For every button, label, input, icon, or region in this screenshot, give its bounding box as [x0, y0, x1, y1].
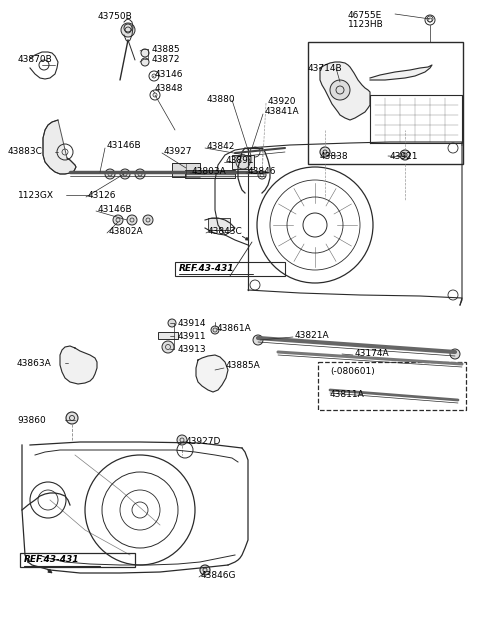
Text: 43846: 43846 [248, 167, 276, 176]
Circle shape [330, 80, 350, 100]
Text: 43872: 43872 [152, 55, 180, 64]
Polygon shape [320, 62, 370, 120]
Circle shape [236, 155, 250, 169]
Bar [20, 553, 135, 567]
Bar [185, 170, 235, 178]
Circle shape [113, 215, 123, 225]
Text: 43920: 43920 [268, 97, 297, 106]
Text: REF.43-431: REF.43-431 [24, 555, 80, 564]
Circle shape [105, 169, 115, 179]
Polygon shape [196, 355, 228, 392]
Text: 43811A: 43811A [330, 390, 365, 399]
Text: 93860: 93860 [17, 416, 46, 425]
Bar [175, 262, 285, 276]
Text: 43861A: 43861A [217, 324, 252, 333]
Circle shape [177, 435, 187, 445]
Text: 1123GX: 1123GX [18, 191, 54, 200]
Text: 43885A: 43885A [226, 361, 261, 370]
Text: 43885: 43885 [152, 45, 180, 54]
Circle shape [211, 326, 219, 334]
Text: REF.43-431: REF.43-431 [179, 264, 235, 273]
Bar [158, 332, 178, 339]
Polygon shape [43, 120, 76, 174]
Text: 43821A: 43821A [295, 331, 330, 340]
Text: 43848: 43848 [155, 84, 183, 93]
Text: 43841A: 43841A [265, 107, 300, 116]
Polygon shape [370, 65, 432, 80]
Circle shape [66, 412, 78, 424]
Circle shape [120, 169, 130, 179]
Circle shape [141, 58, 149, 66]
Text: 43126: 43126 [88, 191, 117, 200]
Text: 46755E: 46755E [348, 11, 382, 20]
Circle shape [320, 147, 330, 157]
Text: 43927D: 43927D [186, 437, 221, 446]
Text: 43891: 43891 [226, 156, 254, 165]
Text: 43880: 43880 [207, 95, 236, 104]
Text: 43803A: 43803A [192, 167, 227, 176]
Circle shape [121, 23, 135, 37]
Circle shape [200, 565, 210, 575]
Text: 43146B: 43146B [98, 205, 132, 214]
Circle shape [162, 341, 174, 353]
Text: 43146B: 43146B [107, 141, 142, 150]
Bar [172, 163, 200, 177]
Text: 43802A: 43802A [109, 227, 144, 236]
Text: (-080601): (-080601) [330, 367, 375, 376]
Text: 43714B: 43714B [308, 64, 343, 73]
Circle shape [450, 349, 460, 359]
Circle shape [400, 150, 410, 160]
Text: 43883C: 43883C [8, 147, 43, 156]
Circle shape [168, 319, 176, 327]
Text: 43838: 43838 [320, 152, 348, 161]
Text: 43870B: 43870B [18, 55, 53, 64]
Text: 43913: 43913 [178, 345, 206, 354]
Circle shape [127, 215, 137, 225]
Text: 43750B: 43750B [98, 12, 133, 21]
Text: 43911: 43911 [178, 332, 206, 341]
Text: 43843C: 43843C [208, 227, 243, 236]
Bar [232, 155, 254, 169]
Text: 43146: 43146 [155, 70, 183, 79]
Circle shape [141, 49, 149, 57]
Circle shape [135, 169, 145, 179]
Text: 43842: 43842 [207, 142, 235, 151]
Bar [318, 362, 466, 410]
Text: 43174A: 43174A [355, 349, 390, 358]
Bar [208, 218, 230, 230]
Circle shape [253, 335, 263, 345]
Text: 43914: 43914 [178, 319, 206, 328]
Text: 1123HB: 1123HB [348, 20, 384, 29]
Text: 43927: 43927 [164, 147, 192, 156]
Text: 43863A: 43863A [17, 359, 52, 368]
Bar [308, 42, 463, 164]
Circle shape [143, 215, 153, 225]
Polygon shape [60, 346, 97, 384]
Text: 43921: 43921 [390, 152, 419, 161]
Text: 43846G: 43846G [201, 571, 237, 580]
